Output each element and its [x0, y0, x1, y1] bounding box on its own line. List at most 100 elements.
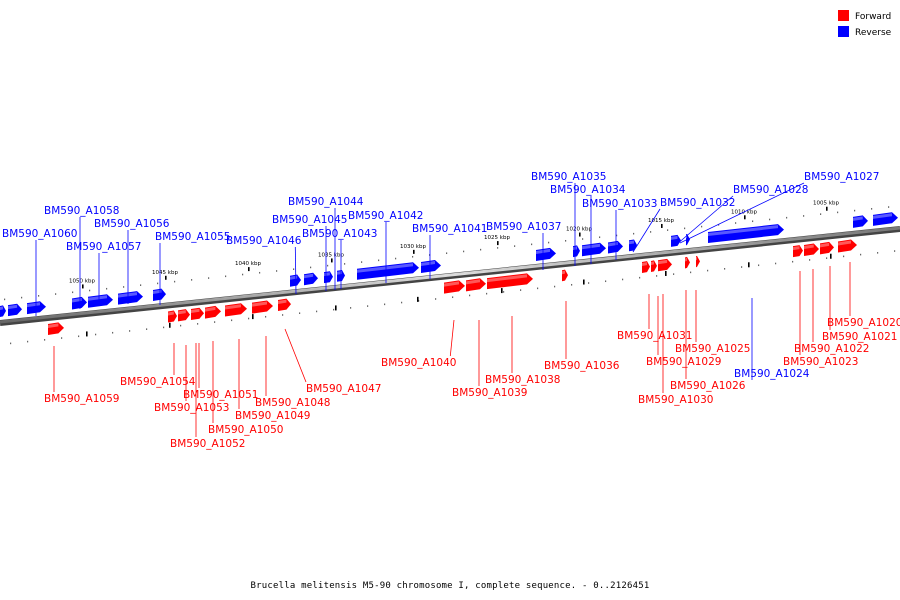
gene-label-bm590-a1027[interactable]: BM590_A1027 [804, 171, 879, 183]
forward-gene-arrow[interactable] [191, 307, 204, 321]
reverse-gene-arrow[interactable] [873, 212, 898, 226]
gene-label-bm590-a1036[interactable]: BM590_A1036 [544, 360, 620, 372]
reverse-gene-arrow[interactable] [304, 272, 318, 286]
forward-gene-arrow[interactable] [168, 310, 177, 323]
scale-dot [214, 321, 216, 323]
major-tick [583, 279, 585, 285]
gene-label-bm590-a1031[interactable]: BM590_A1031 [617, 330, 692, 342]
gene-label-bm590-a1026[interactable]: BM590_A1026 [670, 380, 746, 392]
gene-label-bm590-a1060[interactable]: BM590_A1060 [2, 228, 77, 240]
reverse-gene-arrow[interactable] [0, 305, 6, 317]
scale-dot [401, 301, 403, 304]
gene-label-bm590-a1038[interactable]: BM590_A1038 [485, 374, 560, 386]
gene-label-bm590-a1029[interactable]: BM590_A1029 [646, 356, 721, 368]
gene-label-bm590-a1045[interactable]: BM590_A1045 [272, 214, 347, 226]
gene-label-bm590-a1053[interactable]: BM590_A1053 [154, 402, 229, 414]
forward-gene-arrow[interactable] [205, 305, 221, 319]
scale-dot [344, 263, 346, 265]
gene-label-bm590-a1057[interactable]: BM590_A1057 [66, 241, 141, 253]
forward-gene-arrow[interactable] [804, 243, 819, 257]
gene-label-bm590-a1030[interactable]: BM590_A1030 [638, 394, 713, 406]
gene-label-bm590-a1039[interactable]: BM590_A1039 [452, 387, 527, 399]
forward-gene-arrow[interactable] [444, 280, 465, 294]
gene-label-bm590-a1048[interactable]: BM590_A1048 [255, 397, 330, 409]
gene-label-bm590-a1020[interactable]: BM590_A1020 [827, 317, 900, 329]
forward-gene-arrow[interactable] [278, 298, 291, 311]
gene-label-bm590-a1024[interactable]: BM590_A1024 [734, 368, 810, 380]
gene-label-bm590-a1033[interactable]: BM590_A1033 [582, 198, 657, 210]
gene-label-bm590-a1044[interactable]: BM590_A1044 [288, 196, 364, 208]
reverse-gene-arrow[interactable] [671, 234, 681, 247]
major-tick [748, 262, 750, 268]
gene-label-bm590-a1058[interactable]: BM590_A1058 [44, 205, 119, 217]
gene-label-bm590-a1021[interactable]: BM590_A1021 [822, 331, 897, 343]
reverse-gene-arrow[interactable] [536, 247, 556, 262]
gene-label-bm590-a1034[interactable]: BM590_A1034 [550, 184, 626, 196]
forward-gene-arrow[interactable] [658, 258, 672, 272]
reverse-gene-arrow[interactable] [853, 215, 868, 228]
forward-gene-arrow[interactable] [820, 241, 834, 255]
gene-label-bm590-a1049[interactable]: BM590_A1049 [235, 410, 310, 422]
major-tick [252, 314, 254, 320]
reverse-gene-arrow[interactable] [708, 224, 784, 244]
forward-gene-arrow[interactable] [651, 260, 657, 273]
forward-gene-arrow[interactable] [466, 278, 486, 292]
scale-dot [412, 255, 414, 258]
reverse-gene-arrow[interactable] [118, 291, 143, 305]
gene-label-bm590-a1023[interactable]: BM590_A1023 [783, 356, 858, 368]
forward-gene-arrow[interactable] [642, 261, 650, 273]
reverse-gene-arrow[interactable] [608, 240, 623, 254]
forward-gene-arrow-shine [252, 301, 267, 307]
forward-gene-arrow[interactable] [793, 245, 803, 258]
gene-label-bm590-a1035[interactable]: BM590_A1035 [531, 171, 606, 183]
gene-label-bm590-a1051[interactable]: BM590_A1051 [183, 389, 258, 401]
forward-gene-arrow[interactable] [562, 269, 568, 282]
forward-gene-arrow[interactable] [225, 303, 247, 317]
scale-dot [582, 238, 584, 240]
tick-label: 1045 kbp [152, 270, 178, 276]
forward-gene-arrow[interactable] [178, 309, 190, 322]
reverse-gene-arrow[interactable] [153, 288, 166, 302]
gene-label-bm590-a1042[interactable]: BM590_A1042 [348, 210, 423, 222]
forward-gene-arrow[interactable] [487, 273, 533, 290]
forward-gene-arrow[interactable] [252, 300, 273, 314]
scale-dot [735, 222, 737, 224]
reverse-gene-arrow[interactable] [421, 259, 441, 274]
gene-label-bm590-a1028[interactable]: BM590_A1028 [733, 184, 808, 196]
forward-gene-arrow-shine [205, 306, 216, 312]
forward-gene-arrow[interactable] [696, 255, 700, 268]
reverse-gene-arrow[interactable] [8, 303, 22, 317]
gene-label-bm590-a1052[interactable]: BM590_A1052 [170, 438, 245, 450]
gene-label-bm590-a1037[interactable]: BM590_A1037 [486, 221, 561, 233]
forward-gene-arrow-shine [487, 274, 527, 283]
gene-label-bm590-a1025[interactable]: BM590_A1025 [675, 343, 750, 355]
reverse-gene-arrow[interactable] [686, 233, 690, 246]
gene-label-bm590-a1054[interactable]: BM590_A1054 [120, 376, 196, 388]
scale-dot [106, 287, 108, 290]
gene-label-bm590-a1043[interactable]: BM590_A1043 [302, 228, 377, 240]
gene-label-bm590-a1056[interactable]: BM590_A1056 [94, 218, 170, 230]
gene-label-bm590-a1041[interactable]: BM590_A1041 [412, 223, 487, 235]
gene-label-bm590-a1040[interactable]: BM590_A1040 [381, 357, 456, 369]
forward-gene-arrow[interactable] [838, 239, 857, 253]
gene-label-bm590-a1032[interactable]: BM590_A1032 [660, 197, 735, 209]
scale-dot [72, 291, 74, 294]
scale-dot [860, 253, 862, 256]
reverse-gene-arrow[interactable] [27, 301, 46, 315]
forward-gene-arrow[interactable] [685, 256, 690, 269]
gene-label-bm590-a1022[interactable]: BM590_A1022 [794, 343, 869, 355]
gene-label-bm590-a1050[interactable]: BM590_A1050 [208, 424, 283, 436]
scale-dot [894, 250, 896, 252]
gene-label-bm590-a1046[interactable]: BM590_A1046 [226, 235, 302, 247]
reverse-gene-arrow[interactable] [88, 294, 113, 308]
major-tick [665, 270, 667, 276]
major-tick [661, 223, 663, 228]
forward-gene-arrow[interactable] [48, 322, 64, 335]
gene-label-bm590-a1059[interactable]: BM590_A1059 [44, 393, 119, 405]
gene-label-bm590-a1047[interactable]: BM590_A1047 [306, 383, 381, 395]
reverse-gene-arrow[interactable] [357, 262, 419, 280]
reverse-gene-arrow[interactable] [72, 296, 87, 310]
gene-label-bm590-a1055[interactable]: BM590_A1055 [155, 231, 230, 243]
reverse-gene-arrow[interactable] [582, 242, 606, 257]
reverse-gene-arrow-shine [0, 306, 3, 310]
